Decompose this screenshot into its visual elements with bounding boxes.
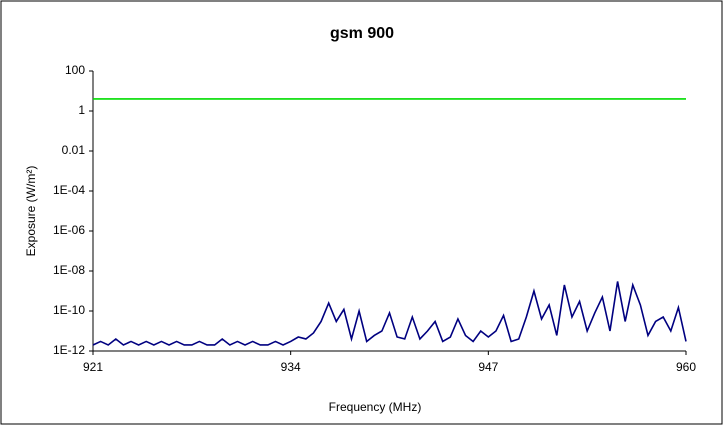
y-tick-label: 1E-06 (53, 223, 85, 237)
y-tick-label: 1E-04 (53, 183, 85, 197)
y-tick-label: 1E-08 (53, 263, 85, 277)
y-tick-label: 1E-10 (53, 303, 85, 317)
chart-title: gsm 900 (330, 25, 394, 42)
x-tick-label: 921 (83, 360, 103, 374)
x-tick-label: 947 (478, 360, 498, 374)
x-axis-label: Frequency (MHz) (329, 400, 422, 414)
y-tick-label: 100 (65, 63, 85, 77)
series-line (92, 281, 687, 346)
x-tick-label: 934 (281, 360, 301, 374)
y-tick-label: 1 (78, 103, 85, 117)
y-tick-label: 0.01 (62, 143, 86, 157)
x-tick-label: 960 (676, 360, 696, 374)
y-tick-label: 1E-12 (53, 343, 85, 357)
y-axis-label: Exposure (W/m²) (24, 166, 38, 257)
